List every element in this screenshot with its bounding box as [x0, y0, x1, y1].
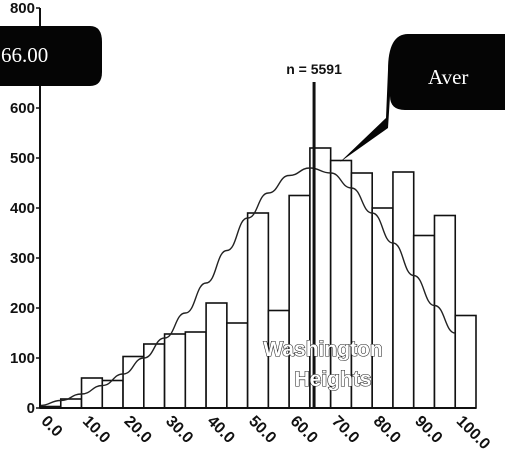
x-tick-label: 0.0: [38, 413, 66, 441]
x-tick-label: 30.0: [162, 413, 196, 447]
region-label-line-2: Heights: [294, 368, 371, 391]
histogram-bar: [454, 314, 477, 409]
curve-layer: [39, 167, 456, 407]
x-tick-label: 90.0: [411, 413, 445, 447]
sample-size-label: n = 5591: [286, 61, 342, 77]
x-tick-group: 90.0: [411, 413, 445, 447]
x-tick-label: 40.0: [204, 413, 238, 447]
x-tick-group: 10.0: [79, 413, 113, 447]
x-tick-label: 80.0: [370, 413, 404, 447]
x-tick-group: 70.0: [328, 413, 362, 447]
mean-layer: n = 5591: [286, 61, 342, 408]
y-tick-label: 300: [10, 250, 35, 267]
x-tick-label: 60.0: [287, 413, 321, 447]
y-tick-label: 400: [10, 200, 35, 217]
histogram-bar: [246, 212, 270, 409]
x-tick-group: 80.0: [370, 413, 404, 447]
x-tick-group: 20.0: [121, 413, 155, 447]
left-callout-box: [0, 26, 102, 86]
bars-layer: [39, 147, 477, 409]
y-tick-label: 800: [10, 0, 35, 17]
histogram-bar: [226, 322, 249, 409]
histogram-bar: [412, 234, 436, 409]
right-callout-box: [340, 34, 505, 162]
x-tick-group: 100.0: [453, 413, 493, 453]
x-tick-label: 50.0: [245, 413, 279, 447]
x-tick-label: 20.0: [121, 413, 155, 447]
x-tick-group: 40.0: [204, 413, 238, 447]
region-layer: Washington Heights: [263, 337, 383, 391]
histogram-bar: [163, 333, 187, 409]
x-tick-group: 0.0: [38, 413, 66, 441]
histogram-bar: [433, 214, 457, 409]
histogram-bar: [143, 343, 166, 409]
x-tick-label: 70.0: [328, 413, 362, 447]
left-callout-text: 66.00: [1, 43, 48, 67]
histogram-bar: [122, 355, 145, 409]
histogram-bar: [205, 302, 228, 409]
y-tick-label: 100: [10, 350, 35, 367]
normal-fit-curve: [39, 167, 456, 407]
x-tick-label: 100.0: [453, 413, 493, 453]
x-tick-group: 60.0: [287, 413, 321, 447]
callout-layer: 66.00 Aver: [0, 26, 505, 162]
region-label-line-1: Washington: [263, 338, 382, 361]
y-tick-label: 200: [10, 300, 35, 317]
x-tick-group: 30.0: [162, 413, 196, 447]
histogram-bar: [184, 331, 207, 409]
y-tick-label: 600: [10, 100, 35, 117]
x-tick-label: 10.0: [79, 413, 113, 447]
right-callout-text: Aver: [428, 65, 468, 89]
x-tick-group: 50.0: [245, 413, 279, 447]
histogram-bar: [392, 171, 415, 409]
y-tick-label: 500: [10, 150, 35, 167]
y-tick-label: 0: [27, 400, 35, 417]
histogram-bar: [371, 207, 394, 409]
